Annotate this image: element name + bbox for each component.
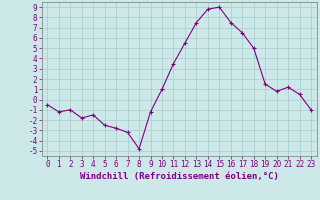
X-axis label: Windchill (Refroidissement éolien,°C): Windchill (Refroidissement éolien,°C) [80,172,279,181]
